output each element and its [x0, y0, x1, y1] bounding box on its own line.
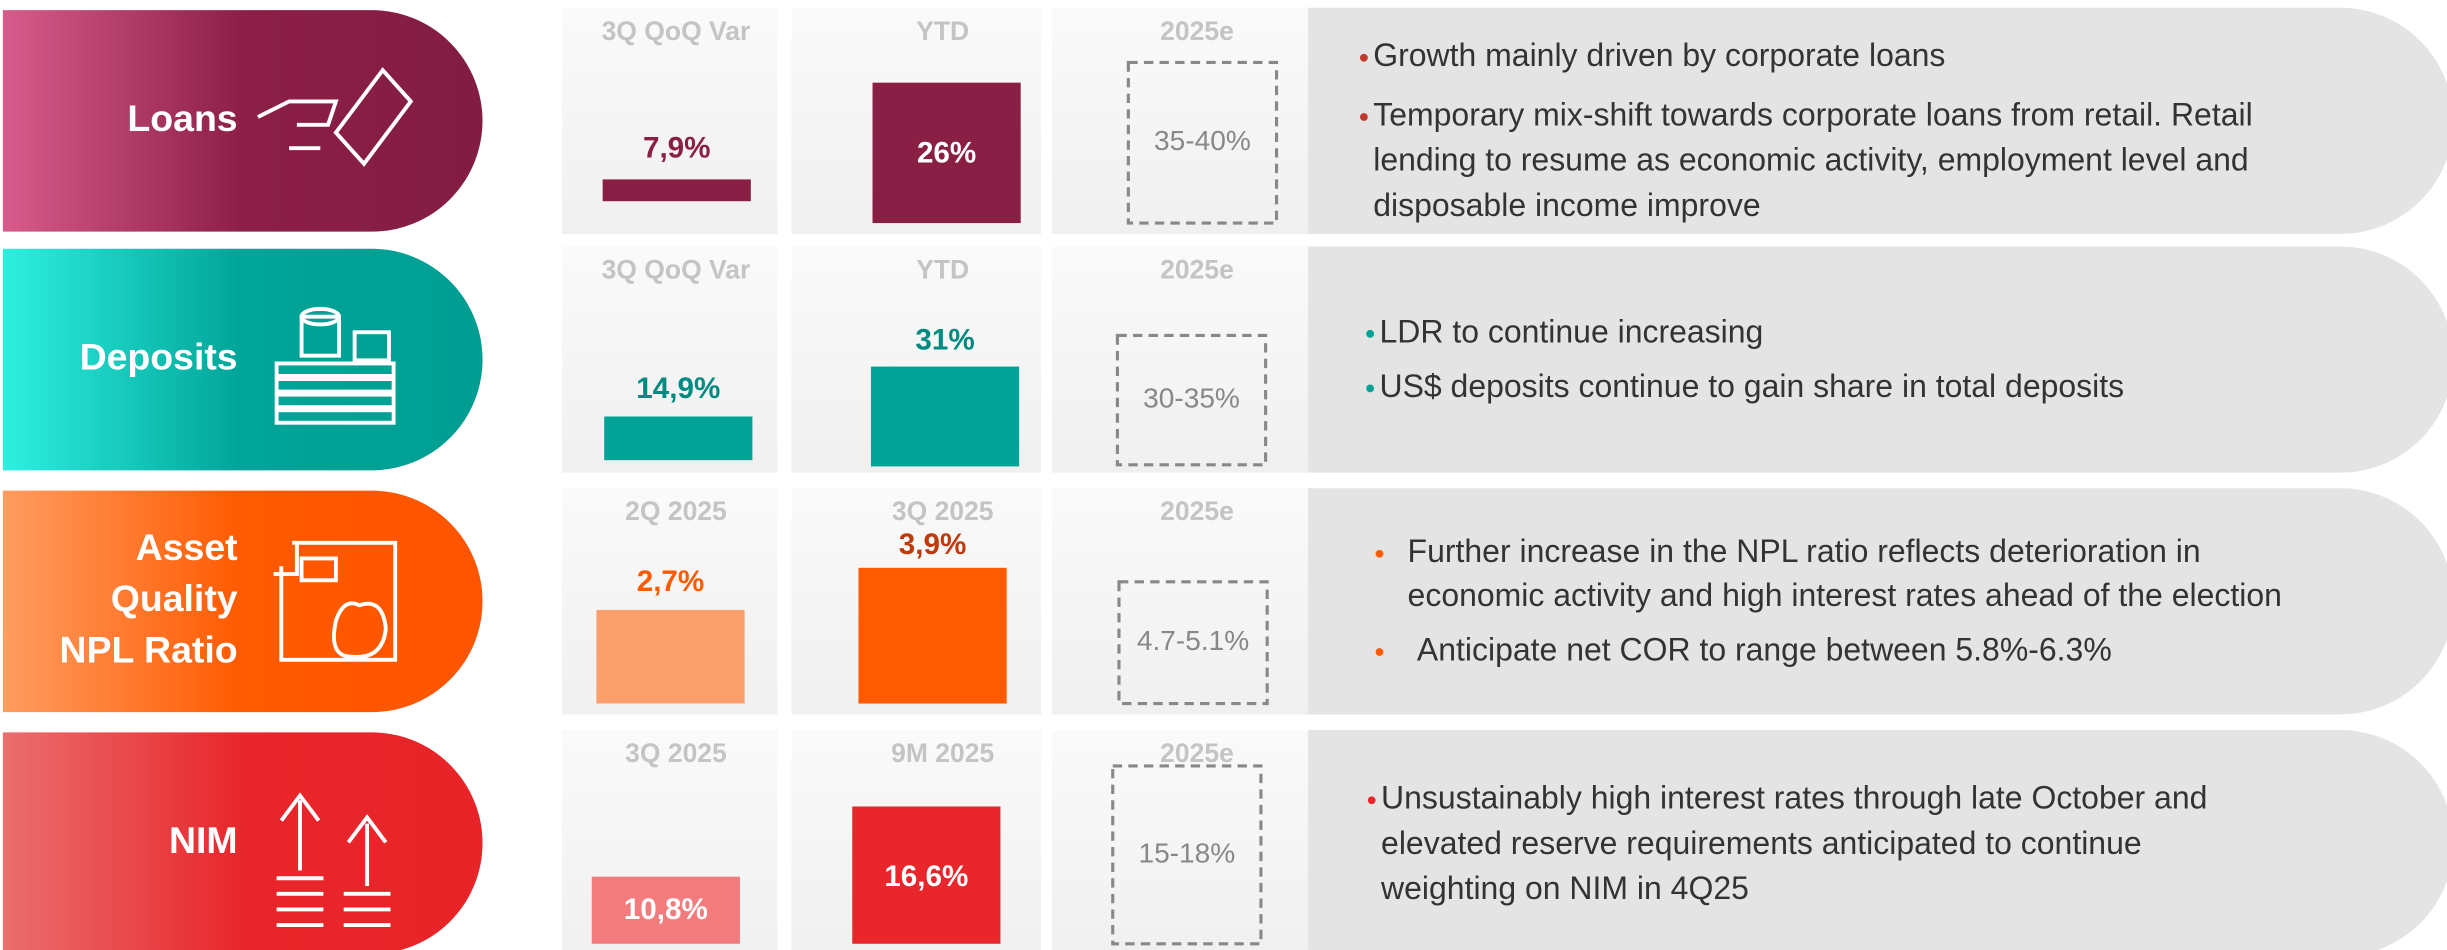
- column-header: YTD: [916, 254, 969, 284]
- icon-part: [274, 377, 396, 394]
- icon-part: [274, 408, 396, 425]
- icon-part: [276, 792, 391, 927]
- icon-part: [274, 361, 396, 378]
- bullet-text: Unsustainably high interest rates throug…: [1381, 780, 2207, 816]
- bullet-text: Growth mainly driven by corporate loans: [1373, 37, 1945, 73]
- bullet-text: economic activity and high interest rate…: [1408, 577, 2282, 613]
- row-pill: [0, 244, 488, 475]
- estimate-box: [1115, 333, 1268, 467]
- bar-value: 26%: [917, 136, 976, 169]
- column-header: 2025e: [1160, 738, 1234, 768]
- bar-value: 14,9%: [636, 372, 720, 405]
- row-panel: [1307, 7, 2447, 234]
- icon-part: [299, 314, 341, 358]
- column-header: YTD: [916, 16, 969, 46]
- bullet-dot: [1366, 329, 1375, 338]
- bullet-dot: [1366, 384, 1375, 393]
- row-label: Asset: [136, 526, 238, 568]
- column-bg: [1051, 7, 1308, 234]
- estimate-box: [1117, 580, 1269, 706]
- bullet-text: US$ deposits continue to gain share in t…: [1379, 368, 2124, 404]
- bar-value: 31%: [915, 323, 974, 356]
- row-pill: [0, 727, 488, 950]
- column-header: 2025e: [1160, 254, 1234, 284]
- bar: [852, 806, 1001, 944]
- column-header: 2025e: [1160, 16, 1234, 46]
- icon-part: [332, 601, 388, 659]
- column-header: 3Q 2025: [625, 738, 727, 768]
- estimate-value: 4.7-5.1%: [1137, 625, 1249, 656]
- bullet-dot: [1367, 796, 1376, 805]
- bullet-text: Further increase in the NPL ratio reflec…: [1408, 533, 2201, 569]
- bullet-text: Temporary mix-shift towards corporate lo…: [1373, 96, 2252, 132]
- icon-part: [273, 540, 398, 662]
- bar: [602, 179, 751, 202]
- icon-part: [257, 67, 414, 167]
- row-label: Quality: [111, 577, 238, 619]
- estimate-box: [1126, 60, 1279, 225]
- estimate-value: 30-35%: [1143, 383, 1240, 414]
- estimate-value: 15-18%: [1138, 837, 1235, 868]
- row-panel: [1307, 488, 2447, 715]
- bar-value: 3,9%: [899, 528, 967, 561]
- bullet-text: LDR to continue increasing: [1379, 313, 1763, 349]
- bar-value: 7,9%: [643, 132, 711, 165]
- bullet-text: elevated reserve requirements anticipate…: [1381, 825, 2142, 861]
- bullet-dot: [1375, 648, 1384, 656]
- icon-part: [299, 556, 338, 583]
- bullet-dot: [1375, 549, 1384, 558]
- bar: [591, 876, 740, 944]
- bar: [872, 82, 1021, 224]
- estimate-value: 35-40%: [1154, 125, 1251, 156]
- column-header: 2025e: [1160, 496, 1234, 526]
- bar-value: 10,8%: [624, 893, 708, 926]
- estimate-box: [1111, 764, 1263, 946]
- bar-value: 16,6%: [884, 860, 968, 893]
- row-icon: [276, 792, 391, 927]
- row-icon: [274, 306, 396, 425]
- row-pill: [0, 5, 488, 237]
- row-label: Deposits: [80, 335, 238, 377]
- row-label: NPL Ratio: [59, 629, 237, 671]
- bar-value: 2,7%: [637, 565, 705, 598]
- row-label: NIM: [169, 819, 238, 861]
- icon-part: [274, 392, 396, 410]
- bar: [858, 567, 1007, 704]
- column-header: 3Q QoQ Var: [602, 16, 751, 46]
- column-bg: [1051, 488, 1308, 715]
- row-panel: [1307, 246, 2447, 473]
- column-header: 2Q 2025: [625, 496, 727, 526]
- bullet-text: disposable income improve: [1373, 187, 1760, 223]
- bullet-text: lending to resume as economic activity, …: [1373, 142, 2248, 178]
- bar: [870, 366, 1020, 467]
- row-label: Loans: [127, 97, 237, 139]
- row-pill: [0, 485, 488, 717]
- bullet-text: weighting on NIM in 4Q25: [1380, 870, 1749, 906]
- column-header: 3Q 2025: [892, 496, 994, 526]
- column-header: 3Q QoQ Var: [602, 254, 751, 284]
- bullet-text: Anticipate net COR to range between 5.8%…: [1417, 631, 2112, 667]
- column-header: 9M 2025: [891, 738, 994, 768]
- bullet-dot: [1359, 113, 1368, 121]
- row-icon: [257, 67, 414, 167]
- bar: [604, 416, 753, 461]
- bullet-dot: [1359, 53, 1368, 62]
- row-panel: [1307, 730, 2447, 950]
- row-icon: [273, 540, 398, 662]
- icon-part: [352, 330, 391, 363]
- bar: [596, 609, 745, 704]
